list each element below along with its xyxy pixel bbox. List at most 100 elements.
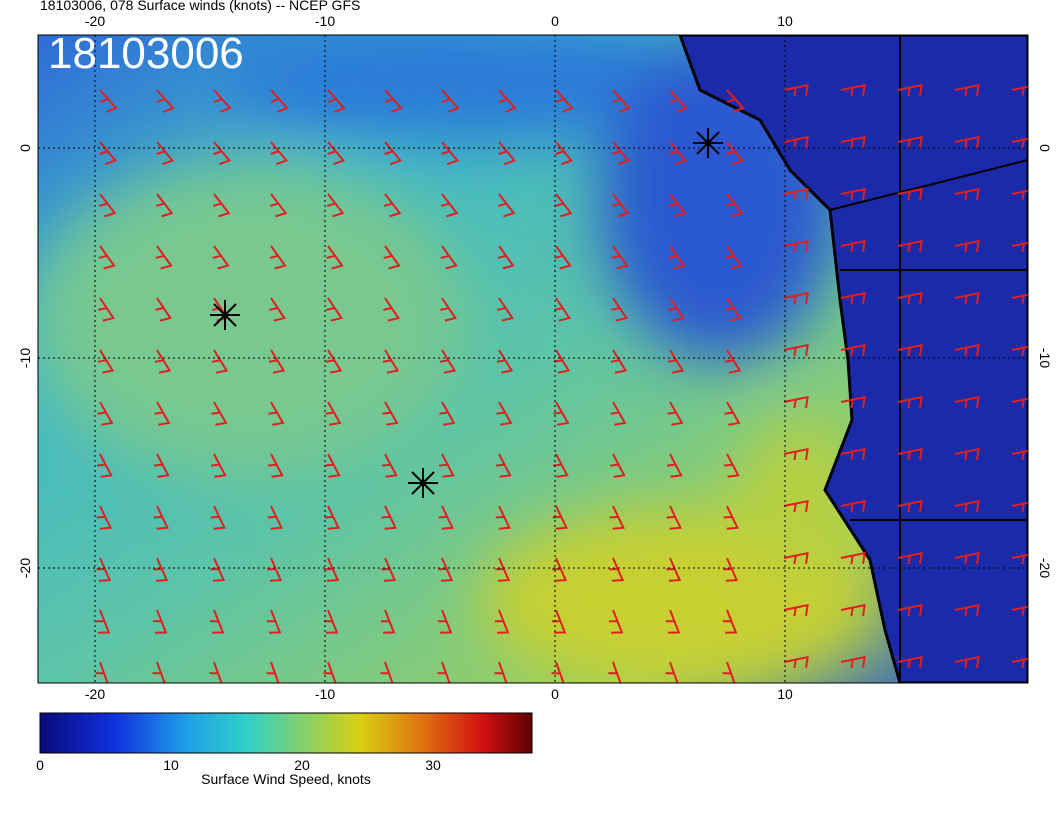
- x-tick-label: 10: [777, 13, 793, 29]
- wind-barb: [266, 609, 282, 634]
- wind-barb: [840, 291, 866, 305]
- wind-barb: [726, 89, 745, 113]
- wind-barb: [725, 245, 743, 270]
- wind-barb: [723, 453, 740, 478]
- wind-barb: [98, 245, 116, 270]
- wind-barb: [954, 83, 980, 97]
- colorbar: [39, 712, 533, 754]
- wind-barb: [667, 401, 684, 426]
- wind-barb: [954, 499, 980, 513]
- wind-barb: [897, 83, 923, 97]
- wind-barb: [609, 505, 625, 530]
- wind-barb: [495, 453, 512, 478]
- wind-barb: [153, 505, 169, 530]
- wind-barb: [381, 453, 398, 478]
- wind-barb: [609, 557, 625, 582]
- wind-barb: [209, 609, 225, 634]
- wind-barb: [1011, 447, 1028, 461]
- wind-barb: [1011, 187, 1028, 201]
- wind-barb: [668, 297, 685, 322]
- wind-barb: [553, 401, 570, 426]
- colorbar-label: Surface Wind Speed, knots: [201, 771, 371, 787]
- wind-barb: [268, 349, 286, 374]
- wind-barb: [669, 89, 688, 113]
- wind-barb: [840, 135, 866, 149]
- wind-barb: [954, 655, 980, 669]
- y-tick-label: -10: [17, 348, 33, 368]
- wind-barb: [840, 551, 866, 565]
- x-tick-label: 10: [777, 686, 793, 702]
- wind-barb: [667, 349, 685, 374]
- wind-barb: [666, 505, 682, 530]
- wind-barb: [438, 453, 455, 478]
- wind-barb: [840, 395, 866, 409]
- wind-barb: [156, 141, 175, 166]
- wind-barb: [155, 193, 174, 218]
- wind-barb: [840, 499, 866, 513]
- wind-barb: [99, 141, 118, 166]
- wind-barb: [608, 609, 624, 634]
- wind-barb: [96, 557, 112, 582]
- wind-barb: [954, 343, 980, 357]
- map-label: 18103006: [48, 29, 244, 78]
- wind-barb: [383, 245, 401, 270]
- wind-barb: [783, 343, 809, 357]
- wind-barb: [610, 349, 628, 374]
- wind-barb: [210, 453, 227, 478]
- wind-barb: [611, 245, 629, 270]
- wind-barb: [840, 187, 866, 201]
- wind-barb: [439, 349, 457, 374]
- wind-barb: [554, 193, 573, 218]
- y-tick-label: -20: [1037, 558, 1053, 578]
- wind-barb: [954, 395, 980, 409]
- graticule: [38, 35, 1028, 683]
- wind-barb: [669, 141, 688, 166]
- wind-barb: [554, 245, 572, 270]
- wind-barb: [783, 135, 809, 149]
- wind-barb: [267, 505, 283, 530]
- wind-barb: [95, 661, 110, 683]
- wind-barb: [552, 557, 568, 582]
- wind-barb: [382, 401, 399, 426]
- wind-barb: [724, 349, 742, 374]
- wind-barb: [555, 89, 574, 113]
- wind-barb: [551, 661, 566, 683]
- wind-barb: [610, 401, 627, 426]
- wind-barb: [897, 655, 923, 669]
- wind-barb: [441, 89, 460, 113]
- wind-barb: [783, 551, 809, 565]
- wind-barb: [840, 603, 866, 617]
- wind-barb: [725, 193, 744, 218]
- wind-barb: [722, 661, 737, 683]
- wind-barb: [153, 453, 170, 478]
- wind-barb: [383, 193, 402, 218]
- wind-barb: [156, 89, 175, 113]
- wind-barb: [897, 135, 923, 149]
- wind-barb: [840, 655, 866, 669]
- wind-barb: [494, 661, 509, 683]
- wind-barb: [552, 505, 568, 530]
- wind-barb: [154, 349, 172, 374]
- wind-barb: [212, 193, 231, 218]
- wind-barb: [840, 343, 866, 357]
- wind-barb: [1011, 291, 1028, 305]
- wind-barb: [494, 609, 510, 634]
- wind-barb: [783, 603, 809, 617]
- wind-barb: [609, 453, 626, 478]
- wind-barb: [783, 187, 809, 201]
- wind-barb: [210, 505, 226, 530]
- wind-barb: [98, 297, 115, 322]
- wind-barb: [213, 89, 232, 113]
- wind-barb: [381, 505, 397, 530]
- colorbar-tick-label: 0: [36, 757, 44, 773]
- frame: [37, 34, 1029, 684]
- wind-barb: [326, 245, 344, 270]
- wind-barb: [497, 245, 515, 270]
- wind-barb: [840, 447, 866, 461]
- wind-field: [38, 35, 880, 683]
- wind-barb: [441, 141, 460, 166]
- x-tick-label: 0: [551, 686, 559, 702]
- wind-barb: [269, 297, 286, 322]
- wind-barb: [840, 83, 866, 97]
- x-tick-label: -10: [315, 686, 335, 702]
